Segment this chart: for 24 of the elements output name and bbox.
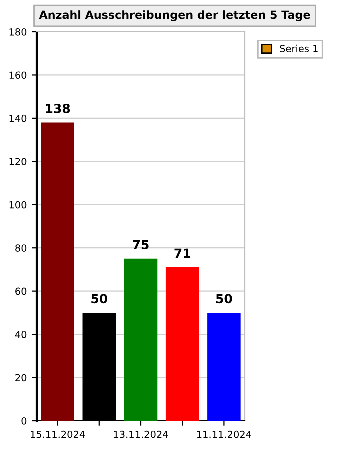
y-tick-label: 60 (16, 288, 27, 296)
data-label: 71 (174, 248, 190, 258)
data-label: 75 (133, 240, 149, 250)
x-tick-label: 15.11.2024 (31, 430, 86, 438)
x-tick-label: 13.11.2024 (114, 430, 168, 438)
x-tick-label: 11.11.2024 (197, 430, 252, 438)
y-tick-label: 140 (10, 114, 27, 122)
bar (166, 268, 200, 421)
y-tick-label: 20 (16, 374, 27, 382)
data-label: 50 (92, 294, 108, 304)
bar (124, 258, 158, 421)
y-tick-label: 120 (10, 158, 27, 166)
y-tick-label: 100 (10, 201, 27, 209)
text: Series 1 (280, 44, 318, 52)
chart-title: Anzahl Ausschreibungen der letzten 5 Tage (39, 10, 310, 22)
y-tick-label: 180 (10, 28, 27, 36)
data-label: 50 (216, 294, 232, 304)
bar (41, 122, 74, 421)
y-tick-label: 160 (10, 72, 27, 80)
y-tick-label: 40 (15, 331, 27, 338)
y-tick-label: 0 (22, 417, 27, 425)
data-label: 138 (46, 104, 70, 114)
y-tick-label: 80 (16, 244, 27, 252)
bar (208, 312, 241, 421)
